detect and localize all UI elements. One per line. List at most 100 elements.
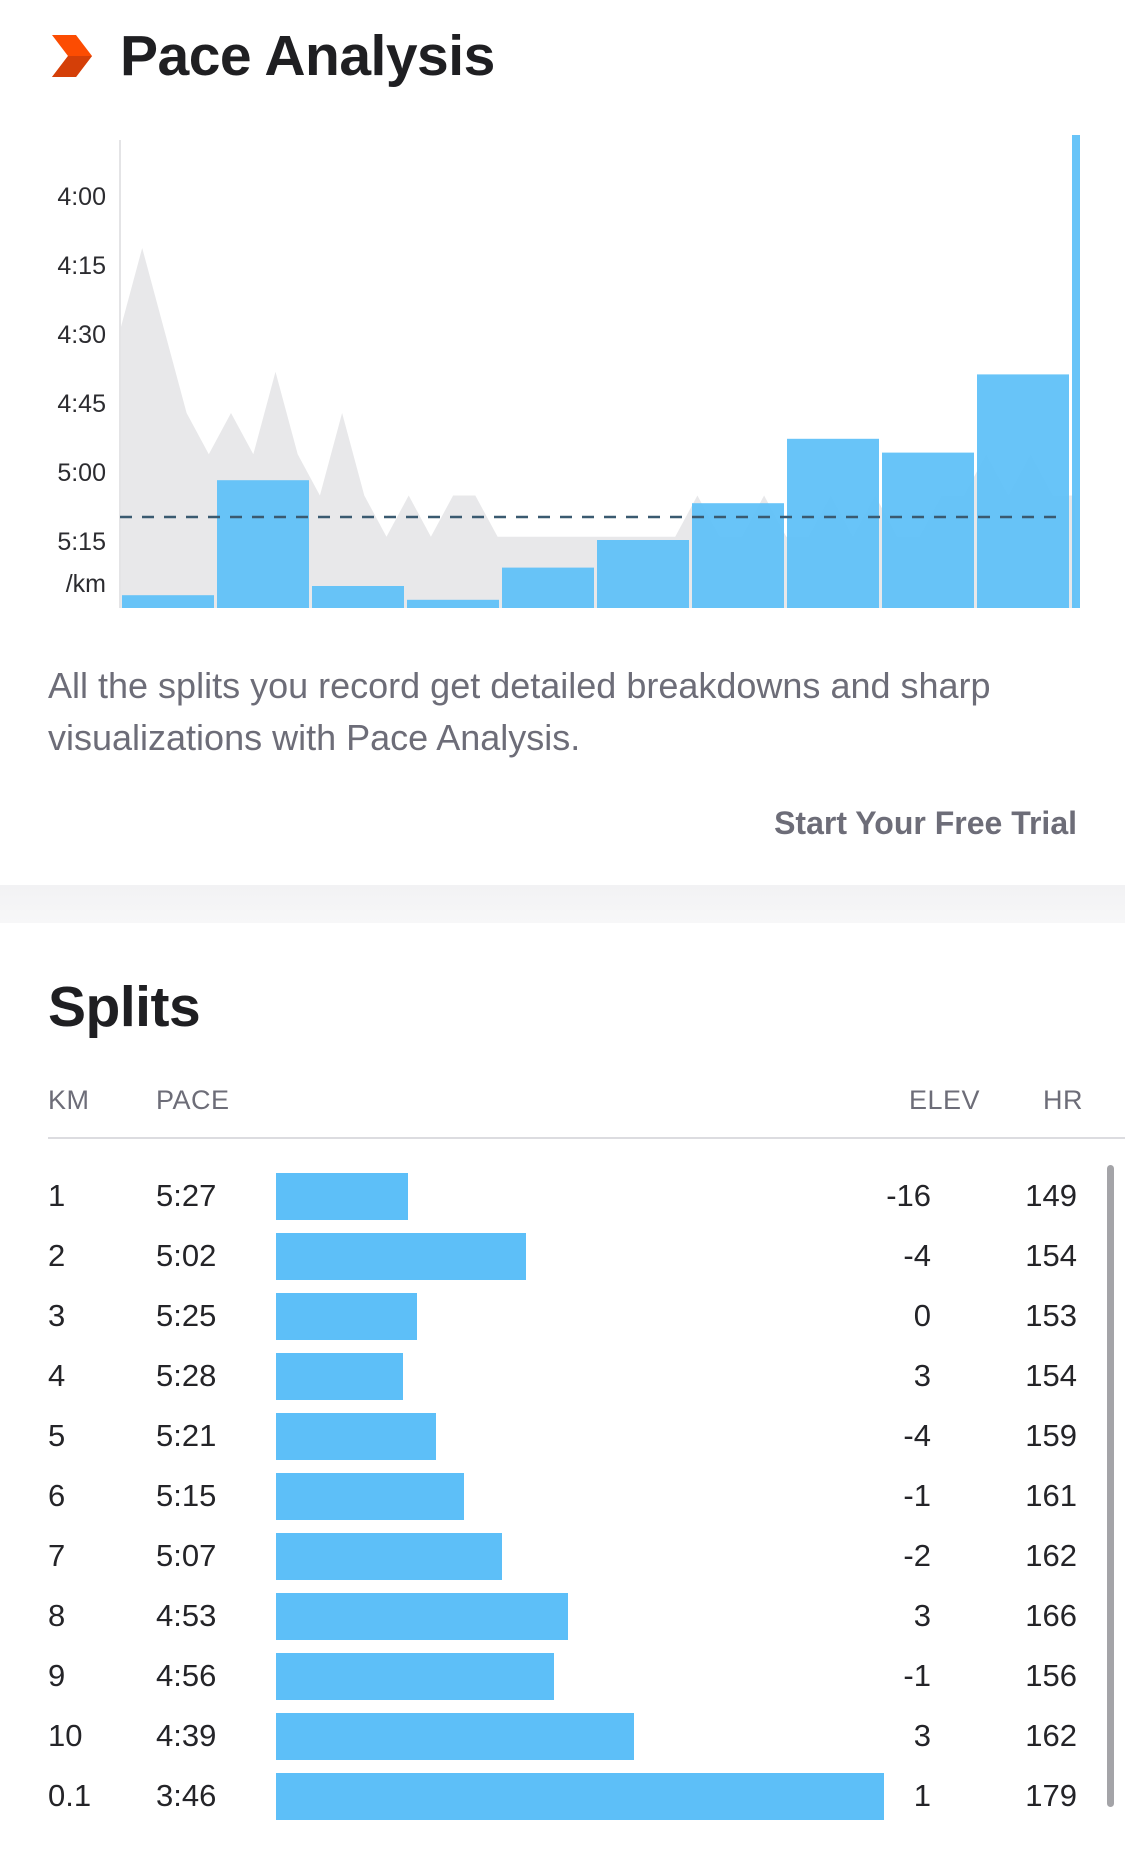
pace-bar <box>312 586 404 608</box>
scrollbar[interactable] <box>1107 1165 1114 1807</box>
split-hr: 154 <box>1025 1238 1077 1273</box>
split-row: 1 5:27 -16 149 <box>48 1166 1077 1226</box>
split-pace: 5:21 <box>156 1418 217 1453</box>
pace-bar <box>122 595 214 608</box>
column-header-elev: ELEV <box>908 1085 980 1115</box>
split-pace-bar <box>276 1233 526 1280</box>
split-elev: -16 <box>886 1178 931 1213</box>
pace-bar <box>597 540 689 608</box>
split-elev: -4 <box>903 1238 931 1273</box>
split-km: 6 <box>48 1478 66 1513</box>
pace-bar <box>977 374 1069 608</box>
split-pace: 4:56 <box>156 1658 217 1693</box>
split-pace-bar <box>276 1653 554 1700</box>
split-pace-bar <box>276 1473 464 1520</box>
split-row: 4 5:28 3 154 <box>48 1346 1077 1406</box>
split-km: 10 <box>48 1718 83 1753</box>
y-tick-label: 4:00 <box>57 183 106 211</box>
y-tick-label: 5:00 <box>57 459 106 487</box>
y-tick-label: 4:15 <box>57 252 106 280</box>
split-hr: 166 <box>1025 1598 1077 1633</box>
split-pace: 4:39 <box>156 1718 217 1753</box>
pace-bar <box>1072 135 1080 608</box>
split-pace: 3:46 <box>156 1778 217 1813</box>
split-hr: 156 <box>1025 1658 1077 1693</box>
split-row: 6 5:15 -1 161 <box>48 1466 1077 1526</box>
pace-bar <box>692 503 784 608</box>
y-tick-label: 4:45 <box>57 390 106 418</box>
split-pace-bar <box>276 1173 408 1220</box>
split-row: 5 5:21 -4 159 <box>48 1406 1077 1466</box>
split-elev: 1 <box>913 1778 931 1813</box>
split-hr: 159 <box>1025 1418 1077 1453</box>
split-elev: 0 <box>913 1298 931 1333</box>
splits-title: Splits <box>48 975 201 1039</box>
pace-bar <box>217 480 309 608</box>
split-hr: 153 <box>1025 1298 1077 1333</box>
pace-analysis-section: Pace Analysis 4:00 4:15 4:30 4:45 5:00 5:15/k… <box>0 0 1125 885</box>
pace-bar <box>787 438 879 608</box>
split-pace: 5:07 <box>156 1538 217 1573</box>
split-elev: 3 <box>913 1358 931 1393</box>
split-row: 8 4:53 3 166 <box>48 1586 1077 1646</box>
y-tick-label: 4:30 <box>57 321 106 349</box>
split-km: 2 <box>48 1238 66 1273</box>
split-pace: 5:28 <box>156 1358 217 1393</box>
split-pace: 5:15 <box>156 1478 217 1513</box>
pace-analysis-description: All the splits you record get detailed b… <box>48 665 991 758</box>
pace-chart: 4:00 4:15 4:30 4:45 5:00 5:15/km <box>0 120 1125 620</box>
split-elev: -2 <box>903 1538 931 1573</box>
start-free-trial-link[interactable]: Start Your Free Trial <box>774 805 1077 841</box>
column-header-pace: PACE <box>156 1085 230 1115</box>
splits-section: Splits KM PACE ELEV HR 1 5:27 -16 149 2 5:02-… <box>0 923 1125 1850</box>
split-row: 2 5:02 -4 154 <box>48 1226 1077 1286</box>
split-elev: 3 <box>913 1718 931 1753</box>
split-km: 1 <box>48 1178 66 1213</box>
split-pace: 5:27 <box>156 1178 217 1213</box>
pace-chart-svg: 4:00 4:15 4:30 4:45 5:00 5:15/km <box>57 135 1080 608</box>
split-km: 3 <box>48 1298 66 1333</box>
split-km: 9 <box>48 1658 66 1693</box>
section-divider <box>0 885 1125 923</box>
y-tick-label: 5:15 <box>57 528 106 556</box>
split-row: 0.1 3:46 1 179 <box>48 1766 1077 1826</box>
split-hr: 162 <box>1025 1718 1077 1753</box>
split-km: 7 <box>48 1538 66 1573</box>
split-elev: -1 <box>903 1658 931 1693</box>
split-hr: 179 <box>1025 1778 1077 1813</box>
split-pace-bar <box>276 1773 884 1820</box>
split-pace-bar <box>276 1293 417 1340</box>
pace-analysis-title: Pace Analysis <box>120 24 495 88</box>
pace-bar <box>882 452 974 608</box>
split-pace-bar <box>276 1593 568 1640</box>
split-km: 4 <box>48 1358 66 1393</box>
strava-chevron-icon <box>52 35 92 77</box>
split-pace: 4:53 <box>156 1598 217 1633</box>
split-row: 3 5:25 0 153 <box>48 1286 1077 1346</box>
column-header-km: KM <box>48 1085 90 1115</box>
pace-bar <box>502 567 594 608</box>
split-row: 7 5:07 -2 162 <box>48 1526 1077 1586</box>
pace-bar <box>407 599 499 608</box>
y-axis-unit: /km <box>66 570 106 598</box>
column-header-hr: HR <box>1043 1085 1083 1115</box>
split-hr: 154 <box>1025 1358 1077 1393</box>
split-elev: -4 <box>903 1418 931 1453</box>
split-elev: 3 <box>913 1598 931 1633</box>
split-pace-bar <box>276 1353 403 1400</box>
split-elev: -1 <box>903 1478 931 1513</box>
split-row: 10 4:39 3 162 <box>48 1706 1077 1766</box>
split-pace: 5:25 <box>156 1298 217 1333</box>
split-pace-bar <box>276 1413 436 1460</box>
splits-table-header: KM PACE ELEV HR <box>48 1085 1125 1139</box>
split-pace: 5:02 <box>156 1238 217 1273</box>
split-row: 9 4:56 -1 156 <box>48 1646 1077 1706</box>
split-pace-bar <box>276 1713 634 1760</box>
split-km: 5 <box>48 1418 66 1453</box>
split-pace-bar <box>276 1533 502 1580</box>
split-km: 0.1 <box>48 1778 92 1813</box>
split-hr: 149 <box>1025 1178 1077 1213</box>
split-hr: 162 <box>1025 1538 1077 1573</box>
split-km: 8 <box>48 1598 66 1633</box>
split-hr: 161 <box>1025 1478 1077 1513</box>
